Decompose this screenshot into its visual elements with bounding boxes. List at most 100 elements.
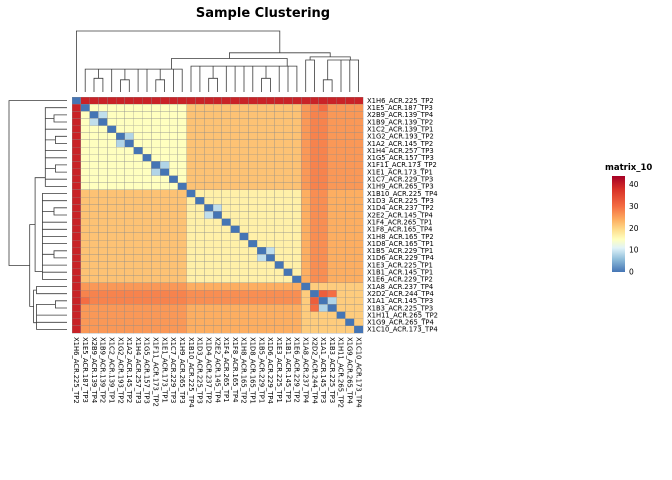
heatmap-cell xyxy=(345,196,355,205)
heatmap-cell xyxy=(212,161,223,169)
heatmap-cell xyxy=(151,182,161,191)
heatmap-cell xyxy=(80,182,90,191)
heatmap-cell xyxy=(327,211,337,219)
heatmap-cell xyxy=(98,225,108,234)
heatmap-cell xyxy=(195,139,205,148)
heatmap-cell xyxy=(133,118,143,126)
heatmap-cell xyxy=(89,318,99,327)
heatmap-cell xyxy=(177,282,187,291)
heatmap-cell xyxy=(327,182,337,191)
heatmap-cell xyxy=(336,204,346,212)
heatmap-cell xyxy=(221,311,231,319)
heatmap-cell xyxy=(89,154,99,162)
heatmap-cell xyxy=(151,196,161,205)
heatmap-cell xyxy=(204,182,214,191)
heatmap-cell xyxy=(195,304,205,312)
heatmap-cell xyxy=(354,325,364,334)
column-label: X1D3_ACR.225_TP3 xyxy=(196,337,204,404)
heatmap-cell xyxy=(168,311,178,319)
heatmap-cell xyxy=(115,304,126,312)
heatmap-cell xyxy=(327,154,337,162)
heatmap-cell xyxy=(301,282,311,291)
heatmap-cell xyxy=(327,196,337,205)
heatmap-cell xyxy=(71,146,81,155)
heatmap-cell xyxy=(354,297,364,305)
heatmap-cell xyxy=(257,282,267,291)
heatmap-cell xyxy=(309,132,320,141)
heatmap-cell xyxy=(354,204,364,212)
heatmap-cell xyxy=(354,139,364,148)
heatmap-cell xyxy=(327,289,337,298)
row-dendrogram-path xyxy=(8,100,67,330)
heatmap-cell xyxy=(177,211,187,219)
heatmap-cell xyxy=(212,196,223,205)
heatmap-cell xyxy=(239,196,249,205)
heatmap-cell xyxy=(345,96,355,105)
heatmap-cell xyxy=(318,182,328,191)
heatmap-cell xyxy=(115,261,126,269)
heatmap-cell xyxy=(89,175,99,183)
heatmap-cell xyxy=(345,239,355,248)
heatmap-cell xyxy=(221,154,231,162)
heatmap-cell xyxy=(336,225,346,234)
heatmap-cell xyxy=(107,275,117,284)
heatmap-cell xyxy=(71,139,81,148)
heatmap-cell xyxy=(265,318,275,327)
heatmap-cell xyxy=(151,239,161,248)
heatmap-cell xyxy=(345,261,355,269)
heatmap-cell xyxy=(309,111,320,119)
heatmap-cell xyxy=(221,196,231,205)
heatmap-cell xyxy=(133,247,143,255)
heatmap-cell xyxy=(89,182,99,191)
heatmap-cell xyxy=(89,275,99,284)
heatmap-cell xyxy=(142,254,152,262)
heatmap-cell xyxy=(301,196,311,205)
heatmap-cell xyxy=(318,232,328,241)
heatmap-cell xyxy=(168,125,178,133)
heatmap-cell xyxy=(301,239,311,248)
heatmap-cell xyxy=(89,218,99,226)
heatmap-cell xyxy=(89,104,99,112)
heatmap-cell xyxy=(309,318,320,327)
heatmap-cell xyxy=(89,161,99,169)
heatmap-cell xyxy=(107,304,117,312)
heatmap-cell xyxy=(71,182,81,191)
heatmap-cell xyxy=(142,311,152,319)
heatmap-cell xyxy=(309,161,320,169)
heatmap-cell xyxy=(327,204,337,212)
heatmap-cell xyxy=(230,232,240,241)
heatmap-cell xyxy=(292,318,302,327)
heatmap-cell xyxy=(107,132,117,141)
heatmap-cell xyxy=(283,125,293,133)
heatmap-cell xyxy=(160,318,170,327)
column-label: X2D2_ACR.244_TP4 xyxy=(310,337,318,404)
heatmap-cell xyxy=(98,318,108,327)
heatmap-cell xyxy=(133,182,143,191)
heatmap-cell xyxy=(230,196,240,205)
heatmap-cell xyxy=(124,168,134,176)
heatmap-cell xyxy=(292,304,302,312)
heatmap-cell xyxy=(71,132,81,141)
heatmap-cell xyxy=(151,175,161,183)
heatmap-cell xyxy=(151,311,161,319)
heatmap-cell xyxy=(283,239,293,248)
heatmap-cell xyxy=(274,268,284,276)
heatmap-cell xyxy=(204,261,214,269)
heatmap-cell xyxy=(151,154,161,162)
heatmap-cell xyxy=(107,118,117,126)
heatmap-cell xyxy=(248,175,258,183)
heatmap-cell xyxy=(239,125,249,133)
heatmap-cell xyxy=(327,225,337,234)
heatmap-cell xyxy=(98,297,108,305)
column-label: X1A8_ACR.237_TP4 xyxy=(302,337,310,403)
heatmap-cell xyxy=(115,132,126,141)
heatmap-cell xyxy=(283,261,293,269)
row-label: X1E6_ACR.229_TP2 xyxy=(367,276,433,284)
heatmap-cell xyxy=(345,225,355,234)
heatmap-cell xyxy=(71,304,81,312)
heatmap-cell xyxy=(274,254,284,262)
heatmap-cell xyxy=(71,196,81,205)
heatmap-cell xyxy=(239,132,249,141)
heatmap-cell xyxy=(354,232,364,241)
heatmap-cell xyxy=(257,118,267,126)
